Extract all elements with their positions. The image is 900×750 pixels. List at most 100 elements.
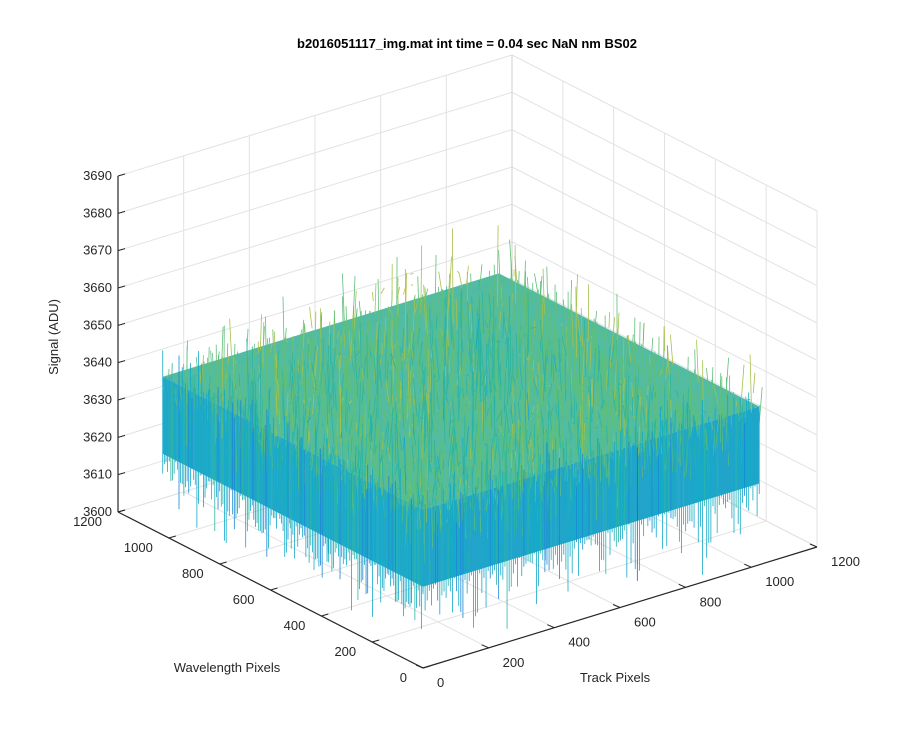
surface-spike <box>371 396 376 434</box>
surface-spike <box>605 369 608 390</box>
surface-spike <box>263 383 266 389</box>
surface-spike <box>418 341 423 366</box>
surface-spike <box>575 274 578 328</box>
surface-spike <box>532 314 535 364</box>
surface-spike <box>415 439 419 455</box>
surface-spike <box>623 404 626 418</box>
surface-spike <box>320 433 326 467</box>
surface-spike <box>314 408 319 493</box>
surface-spike <box>403 386 409 399</box>
x-tick-label: 600 <box>634 615 656 630</box>
surface-spike <box>700 383 702 408</box>
surface-spike <box>654 388 661 398</box>
surface-spike <box>378 435 381 478</box>
surface-spike <box>225 343 229 401</box>
surface-spike <box>506 454 509 532</box>
surface-spike <box>621 355 624 383</box>
surface-spike <box>312 345 316 374</box>
surface-spike <box>495 411 502 422</box>
surface-spike <box>270 362 275 373</box>
surface-spike <box>510 404 514 425</box>
surface-spike <box>339 333 342 357</box>
surface-spike <box>638 321 641 382</box>
chart-title: b2016051117_img.mat int time = 0.04 sec … <box>297 36 637 51</box>
y-tick-mark <box>117 509 126 513</box>
surface-spike <box>518 452 521 477</box>
surface-spike <box>248 380 252 411</box>
surface-spike <box>614 346 616 368</box>
surface-spike <box>219 371 223 396</box>
surface-spike <box>565 437 568 466</box>
surface-spike <box>629 439 632 443</box>
surface-spike <box>453 300 456 323</box>
surface-spike <box>383 316 387 348</box>
wall-grid-line <box>117 91 513 214</box>
surface-spike <box>535 394 538 437</box>
surface-spike <box>591 310 598 357</box>
surface-spike <box>409 302 412 356</box>
surface-spike <box>438 461 441 495</box>
z-tick-mark <box>117 360 126 364</box>
surface-spike <box>431 413 439 464</box>
surface-spike <box>256 399 259 429</box>
surface-spike <box>394 489 400 509</box>
surface-spike <box>621 427 623 524</box>
surface-spike <box>420 366 426 432</box>
surface-spike <box>673 404 677 410</box>
surface-spike <box>324 372 327 395</box>
surface-spike <box>282 296 286 386</box>
surface-spike <box>354 445 357 472</box>
surface-spike <box>484 337 488 358</box>
surface-spike <box>326 344 330 425</box>
surface-spike <box>242 364 245 398</box>
surface-spike <box>450 465 455 539</box>
surface-spike <box>462 470 468 514</box>
surface-spike <box>396 286 401 299</box>
surface-spike <box>489 382 494 430</box>
surface-spike <box>460 446 463 521</box>
surface-spike <box>441 336 446 370</box>
surface-spike <box>354 350 360 358</box>
surface-spike <box>454 429 457 450</box>
surface-spike <box>411 342 415 367</box>
x-tick-label: 400 <box>568 635 590 650</box>
surface-spike <box>583 440 587 462</box>
surface-spike <box>331 406 336 438</box>
y-tick-mark <box>372 639 380 643</box>
surface-spike <box>488 293 492 316</box>
x-tick-mark <box>612 604 621 608</box>
surface-spike <box>607 362 610 367</box>
surface-spike <box>313 362 318 436</box>
surface-spike <box>524 281 528 305</box>
surface-spike <box>723 357 729 427</box>
surface-spike <box>474 449 476 466</box>
surface-spike <box>608 312 611 328</box>
surface-spike <box>479 323 482 386</box>
surface-spike <box>620 382 623 453</box>
surface-spike <box>493 264 496 339</box>
surface-spike <box>376 323 380 394</box>
surface-spike <box>408 383 410 411</box>
surface-spike <box>505 277 512 285</box>
surface-spike <box>474 401 478 454</box>
surface-spike <box>380 310 383 355</box>
surface-spike <box>396 412 399 470</box>
surface-spike <box>485 458 488 515</box>
surface-spike <box>402 328 405 353</box>
surface-spike <box>623 378 625 401</box>
surface-spike <box>464 291 468 324</box>
surface-spike <box>547 293 551 317</box>
surface-spike <box>612 388 616 411</box>
surface-spike <box>360 350 364 411</box>
surface-spike <box>633 317 636 410</box>
surface-spike <box>574 471 579 478</box>
surface-spike <box>474 307 479 371</box>
surface-spike <box>244 378 247 407</box>
surface-spike <box>276 349 281 397</box>
surface-spike <box>406 500 413 551</box>
surface-spike <box>466 378 469 431</box>
surface-spike <box>483 397 487 400</box>
surface-spike <box>527 277 532 338</box>
surface-spike <box>438 405 442 462</box>
surface-spike <box>419 369 425 393</box>
